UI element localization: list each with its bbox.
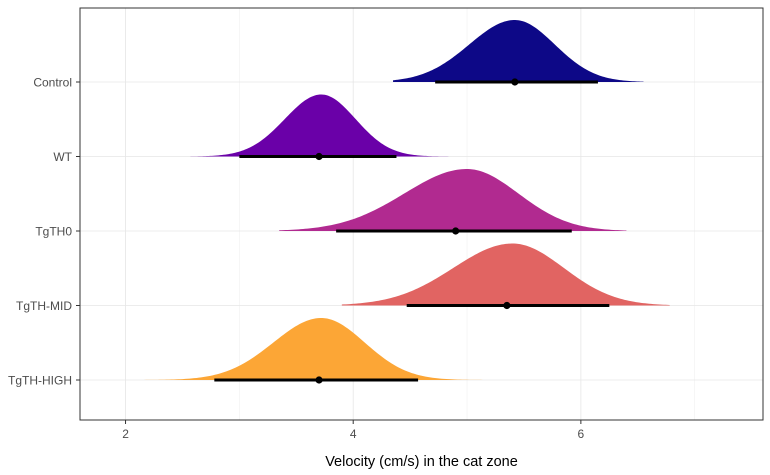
y-tick-label: TgTH0 bbox=[35, 225, 72, 239]
y-tick-label: TgTH-MID bbox=[16, 299, 72, 313]
density-TgTH-HIGH bbox=[123, 318, 490, 380]
y-tick-label: WT bbox=[53, 150, 72, 164]
x-tick-label: 4 bbox=[350, 427, 357, 441]
y-tick-label: Control bbox=[33, 76, 72, 90]
x-tick-label: 2 bbox=[122, 427, 129, 441]
density-Control bbox=[393, 20, 644, 82]
y-tick-label: TgTH-HIGH bbox=[8, 374, 72, 388]
density-WT bbox=[190, 94, 456, 157]
density-TgTH-MID bbox=[341, 243, 670, 306]
point-TgTH-MID bbox=[503, 301, 511, 310]
point-WT bbox=[315, 152, 323, 161]
point-TgTH-HIGH bbox=[315, 376, 323, 384]
x-axis-title: Velocity (cm/s) in the cat zone bbox=[325, 454, 518, 470]
panel-border bbox=[79, 7, 764, 421]
interval-layer bbox=[214, 78, 610, 384]
density-TgTH0 bbox=[279, 169, 627, 231]
point-Control bbox=[511, 78, 519, 86]
density-layer bbox=[123, 20, 670, 380]
x-axis: 2 4 6 bbox=[122, 420, 585, 441]
point-TgTH0 bbox=[452, 227, 460, 235]
y-axis: Control WT TgTH0 TgTH-MID TgTH-HIGH bbox=[8, 76, 80, 388]
x-tick-label: 6 bbox=[578, 427, 585, 441]
